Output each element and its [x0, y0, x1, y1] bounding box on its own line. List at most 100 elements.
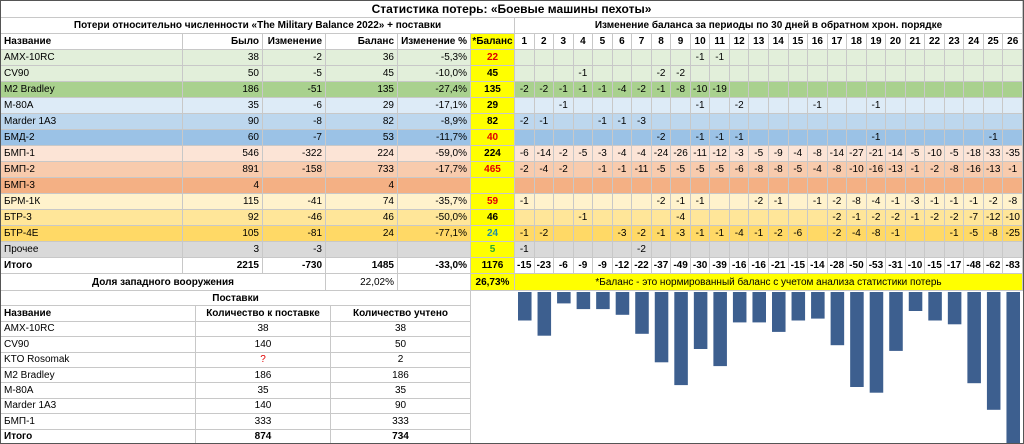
period-value: -8 [866, 226, 887, 242]
period-value: -1 [690, 130, 711, 146]
period-value [632, 50, 652, 66]
period-value [612, 178, 633, 194]
period-value: -8 [827, 162, 848, 178]
period-value: -1 [651, 82, 672, 98]
period-value: -2 [534, 82, 555, 98]
period-value [769, 82, 789, 98]
period-value [690, 66, 711, 82]
period-value: -31 [886, 258, 906, 274]
period-value: -1 [612, 162, 633, 178]
period-value [515, 50, 535, 66]
bar [518, 292, 532, 321]
period-value: -16 [964, 162, 984, 178]
period-value [905, 226, 926, 242]
period-value [788, 66, 809, 82]
period-value [827, 242, 848, 258]
period-value: -53 [866, 258, 887, 274]
period-value: -1 [808, 98, 828, 114]
period-value [827, 114, 848, 130]
period-value: -10 [1003, 210, 1023, 226]
period-value: -4 [612, 82, 633, 98]
cell-change-pct: -17,7% [398, 162, 471, 178]
period-value [573, 114, 594, 130]
column-header: Изменение [263, 34, 326, 50]
period-value [944, 50, 965, 66]
period-value [554, 50, 574, 66]
bar [889, 292, 903, 351]
period-header: 15 [788, 34, 809, 50]
cell-to-deliver: 140 [196, 337, 331, 353]
bar [537, 292, 552, 336]
period-value [554, 66, 574, 82]
period-header: 24 [964, 34, 984, 50]
period-value: -2 [671, 66, 691, 82]
cell-was: 3 [183, 242, 263, 258]
period-value: -25 [1003, 226, 1023, 242]
cell-was: 2215 [183, 258, 263, 274]
period-value [925, 178, 945, 194]
cell-counted: 2 [331, 352, 471, 368]
period-value: -11 [632, 162, 652, 178]
period-value [612, 66, 633, 82]
cell-change: -81 [263, 226, 326, 242]
period-value [632, 66, 652, 82]
period-value [925, 242, 945, 258]
period-value [1003, 98, 1023, 114]
period-value [769, 178, 789, 194]
period-value: -13 [886, 162, 906, 178]
period-value: -6 [554, 258, 574, 274]
column-header: Название [1, 306, 196, 322]
period-value: -1 [671, 194, 691, 210]
period-value [847, 66, 867, 82]
period-value [710, 114, 730, 130]
period-value: -2 [651, 66, 672, 82]
bar [830, 292, 845, 346]
period-value [788, 130, 809, 146]
period-value [866, 178, 887, 194]
norm-balance: 45 [471, 66, 515, 82]
cell-to-deliver: 140 [196, 398, 331, 415]
cell-change-pct: -8,9% [398, 114, 471, 130]
cell-counted: 333 [331, 414, 471, 430]
period-value [710, 178, 730, 194]
column-header: Изменение % [398, 34, 471, 50]
period-value: -1 [593, 162, 613, 178]
period-value [573, 194, 594, 210]
period-value: -23 [534, 258, 555, 274]
period-value [554, 210, 574, 226]
period-value [651, 98, 672, 114]
period-value [593, 226, 613, 242]
period-value [1003, 114, 1023, 130]
period-value [808, 226, 828, 242]
period-value: -3 [729, 146, 750, 162]
cell-change: -51 [263, 82, 326, 98]
period-value: -1 [651, 226, 672, 242]
cell-to-deliver: 874 [196, 429, 331, 443]
page-title: Статистика потерь: «Боевые машины пехоты… [1, 1, 1023, 18]
cell-change-pct [398, 178, 471, 194]
cell-change-pct: -77,1% [398, 226, 471, 242]
period-value [827, 50, 848, 66]
period-value [944, 242, 965, 258]
column-header: Количество учтено [331, 306, 471, 322]
bar [635, 292, 649, 334]
period-value: -1 [515, 194, 535, 210]
footnote: *Баланс - это нормированный баланс с уче… [515, 274, 1023, 291]
period-value [788, 114, 809, 130]
period-value: -17 [944, 258, 965, 274]
cell-balance: 135 [326, 82, 398, 98]
period-value: -14 [808, 258, 828, 274]
period-value [671, 50, 691, 66]
period-value: -22 [632, 258, 652, 274]
cell-name: БТР-3 [1, 210, 183, 226]
period-value [749, 242, 769, 258]
period-value [944, 114, 965, 130]
period-value [866, 114, 887, 130]
period-value: -1 [690, 50, 711, 66]
period-value: -1 [905, 162, 926, 178]
norm-balance: 22 [471, 50, 515, 66]
period-value [534, 242, 555, 258]
cell-change-pct: -10,0% [398, 66, 471, 82]
period-header: 3 [554, 34, 574, 50]
period-header: 2 [534, 34, 555, 50]
